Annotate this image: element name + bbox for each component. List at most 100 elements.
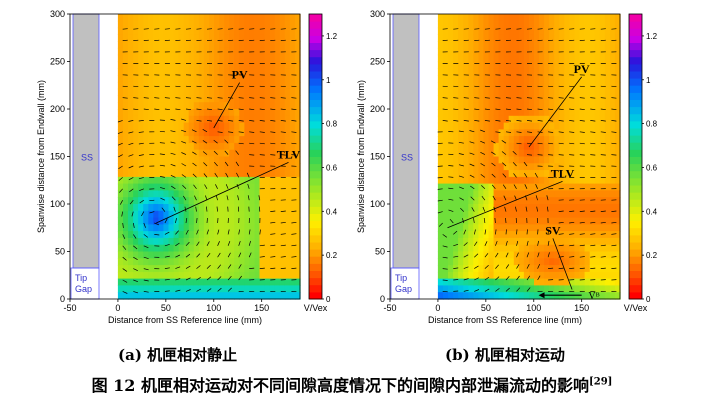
heatmap-cell	[473, 27, 479, 35]
heatmap-cell	[614, 88, 621, 96]
heatmap-cell	[523, 244, 530, 253]
heatmap-cell	[463, 68, 469, 76]
heatmap-cell	[544, 156, 550, 164]
heatmap-cell	[173, 258, 180, 266]
colorbar-tick-label: 1	[646, 76, 651, 85]
heatmap-cell	[529, 20, 535, 29]
heatmap-cell	[554, 142, 560, 151]
heatmap-cell	[529, 129, 535, 137]
heatmap-cell	[158, 129, 165, 137]
heatmap-cell	[249, 115, 256, 124]
heatmap-cell	[513, 47, 520, 56]
heatmap-cell	[549, 292, 555, 300]
heatmap-cell	[518, 231, 525, 239]
heatmap-cell	[117, 54, 124, 63]
heatmap-cell	[453, 265, 459, 273]
heatmap-cell	[214, 292, 220, 300]
heatmap-cell	[254, 244, 261, 253]
heatmap-cell	[254, 210, 261, 219]
vector-arrow	[196, 288, 202, 292]
heatmap-cell	[569, 102, 576, 110]
heatmap-cell	[508, 190, 515, 198]
heatmap-cell	[193, 210, 200, 219]
vector-arrow	[611, 154, 617, 156]
heatmap-cell	[234, 34, 240, 42]
vector-arrow	[117, 120, 123, 123]
heatmap-cell	[158, 41, 165, 49]
heatmap-cell	[539, 237, 545, 246]
heatmap-cell	[239, 20, 245, 29]
heatmap-cell	[453, 217, 459, 225]
vector-arrow	[170, 163, 176, 167]
heatmap-cell	[178, 176, 185, 185]
heatmap-cell	[259, 292, 266, 300]
heatmap-cell	[478, 41, 485, 49]
heatmap-cell	[239, 41, 245, 49]
annotation-line	[447, 181, 563, 229]
heatmap-cell	[188, 102, 195, 110]
colorbar-band	[629, 78, 642, 86]
heatmap-cell	[203, 285, 210, 293]
heatmap-cell	[178, 41, 185, 49]
heatmap-cell	[198, 109, 205, 117]
heatmap-cell	[209, 81, 215, 90]
heatmap-cell	[508, 176, 515, 185]
heatmap-cell	[518, 14, 525, 22]
vector-arrow	[122, 108, 128, 111]
heatmap-cell	[229, 190, 235, 198]
vector-arrow	[600, 210, 606, 212]
heatmap-cell	[574, 129, 581, 137]
heatmap-cell	[284, 217, 291, 225]
heatmap-cell	[183, 115, 190, 124]
heatmap-cell	[244, 251, 251, 259]
heatmap-cell	[448, 81, 454, 90]
vector-arrow	[525, 206, 528, 212]
vector-arrow	[175, 108, 181, 111]
heatmap-cell	[249, 224, 256, 232]
heatmap-cell	[183, 258, 190, 266]
vector-arrow	[611, 244, 617, 247]
heatmap-cell	[473, 210, 479, 219]
heatmap-cell	[294, 47, 301, 56]
heatmap-cell	[508, 27, 515, 35]
heatmap-cell	[488, 258, 495, 266]
vector-arrow	[548, 28, 554, 30]
heatmap-cell	[198, 41, 205, 49]
heatmap-cell	[163, 129, 170, 137]
heatmap-cell	[443, 88, 449, 96]
heatmap-cell	[133, 217, 139, 225]
heatmap-cell	[158, 136, 165, 144]
colorbar-band	[309, 85, 322, 93]
heatmap-cell	[574, 115, 581, 124]
heatmap-cell	[453, 231, 459, 239]
heatmap-cell	[604, 122, 611, 130]
heatmap-cell	[143, 142, 149, 151]
heatmap-cell	[498, 136, 505, 144]
colorbar-band	[629, 63, 642, 72]
heatmap-cell	[188, 81, 195, 90]
heatmap-cell	[559, 68, 565, 76]
heatmap-cell	[513, 197, 520, 205]
heatmap-cell	[437, 136, 444, 144]
y-tick-label: 50	[375, 247, 385, 257]
vector-arrow	[579, 142, 585, 145]
y-tick-label: 250	[50, 57, 65, 67]
vector-arrow	[558, 97, 564, 99]
heatmap-cell	[599, 14, 606, 22]
heatmap-cell	[468, 102, 474, 110]
heatmap-cell	[534, 190, 540, 198]
heatmap-cell	[544, 88, 550, 96]
colorbar-tick-label: 0.6	[646, 163, 658, 172]
heatmap-cell	[488, 197, 495, 205]
heatmap-cell	[244, 217, 251, 225]
heatmap-cell	[239, 81, 245, 90]
heatmap-cell	[463, 115, 469, 124]
heatmap-cell	[529, 75, 535, 83]
heatmap-cell	[259, 61, 266, 69]
heatmap-cell	[539, 251, 545, 259]
heatmap-cell	[214, 95, 220, 103]
heatmap-cell	[453, 210, 459, 219]
vector-arrow	[143, 279, 149, 282]
vector-arrow	[579, 108, 585, 111]
vector-arrow	[453, 108, 459, 111]
